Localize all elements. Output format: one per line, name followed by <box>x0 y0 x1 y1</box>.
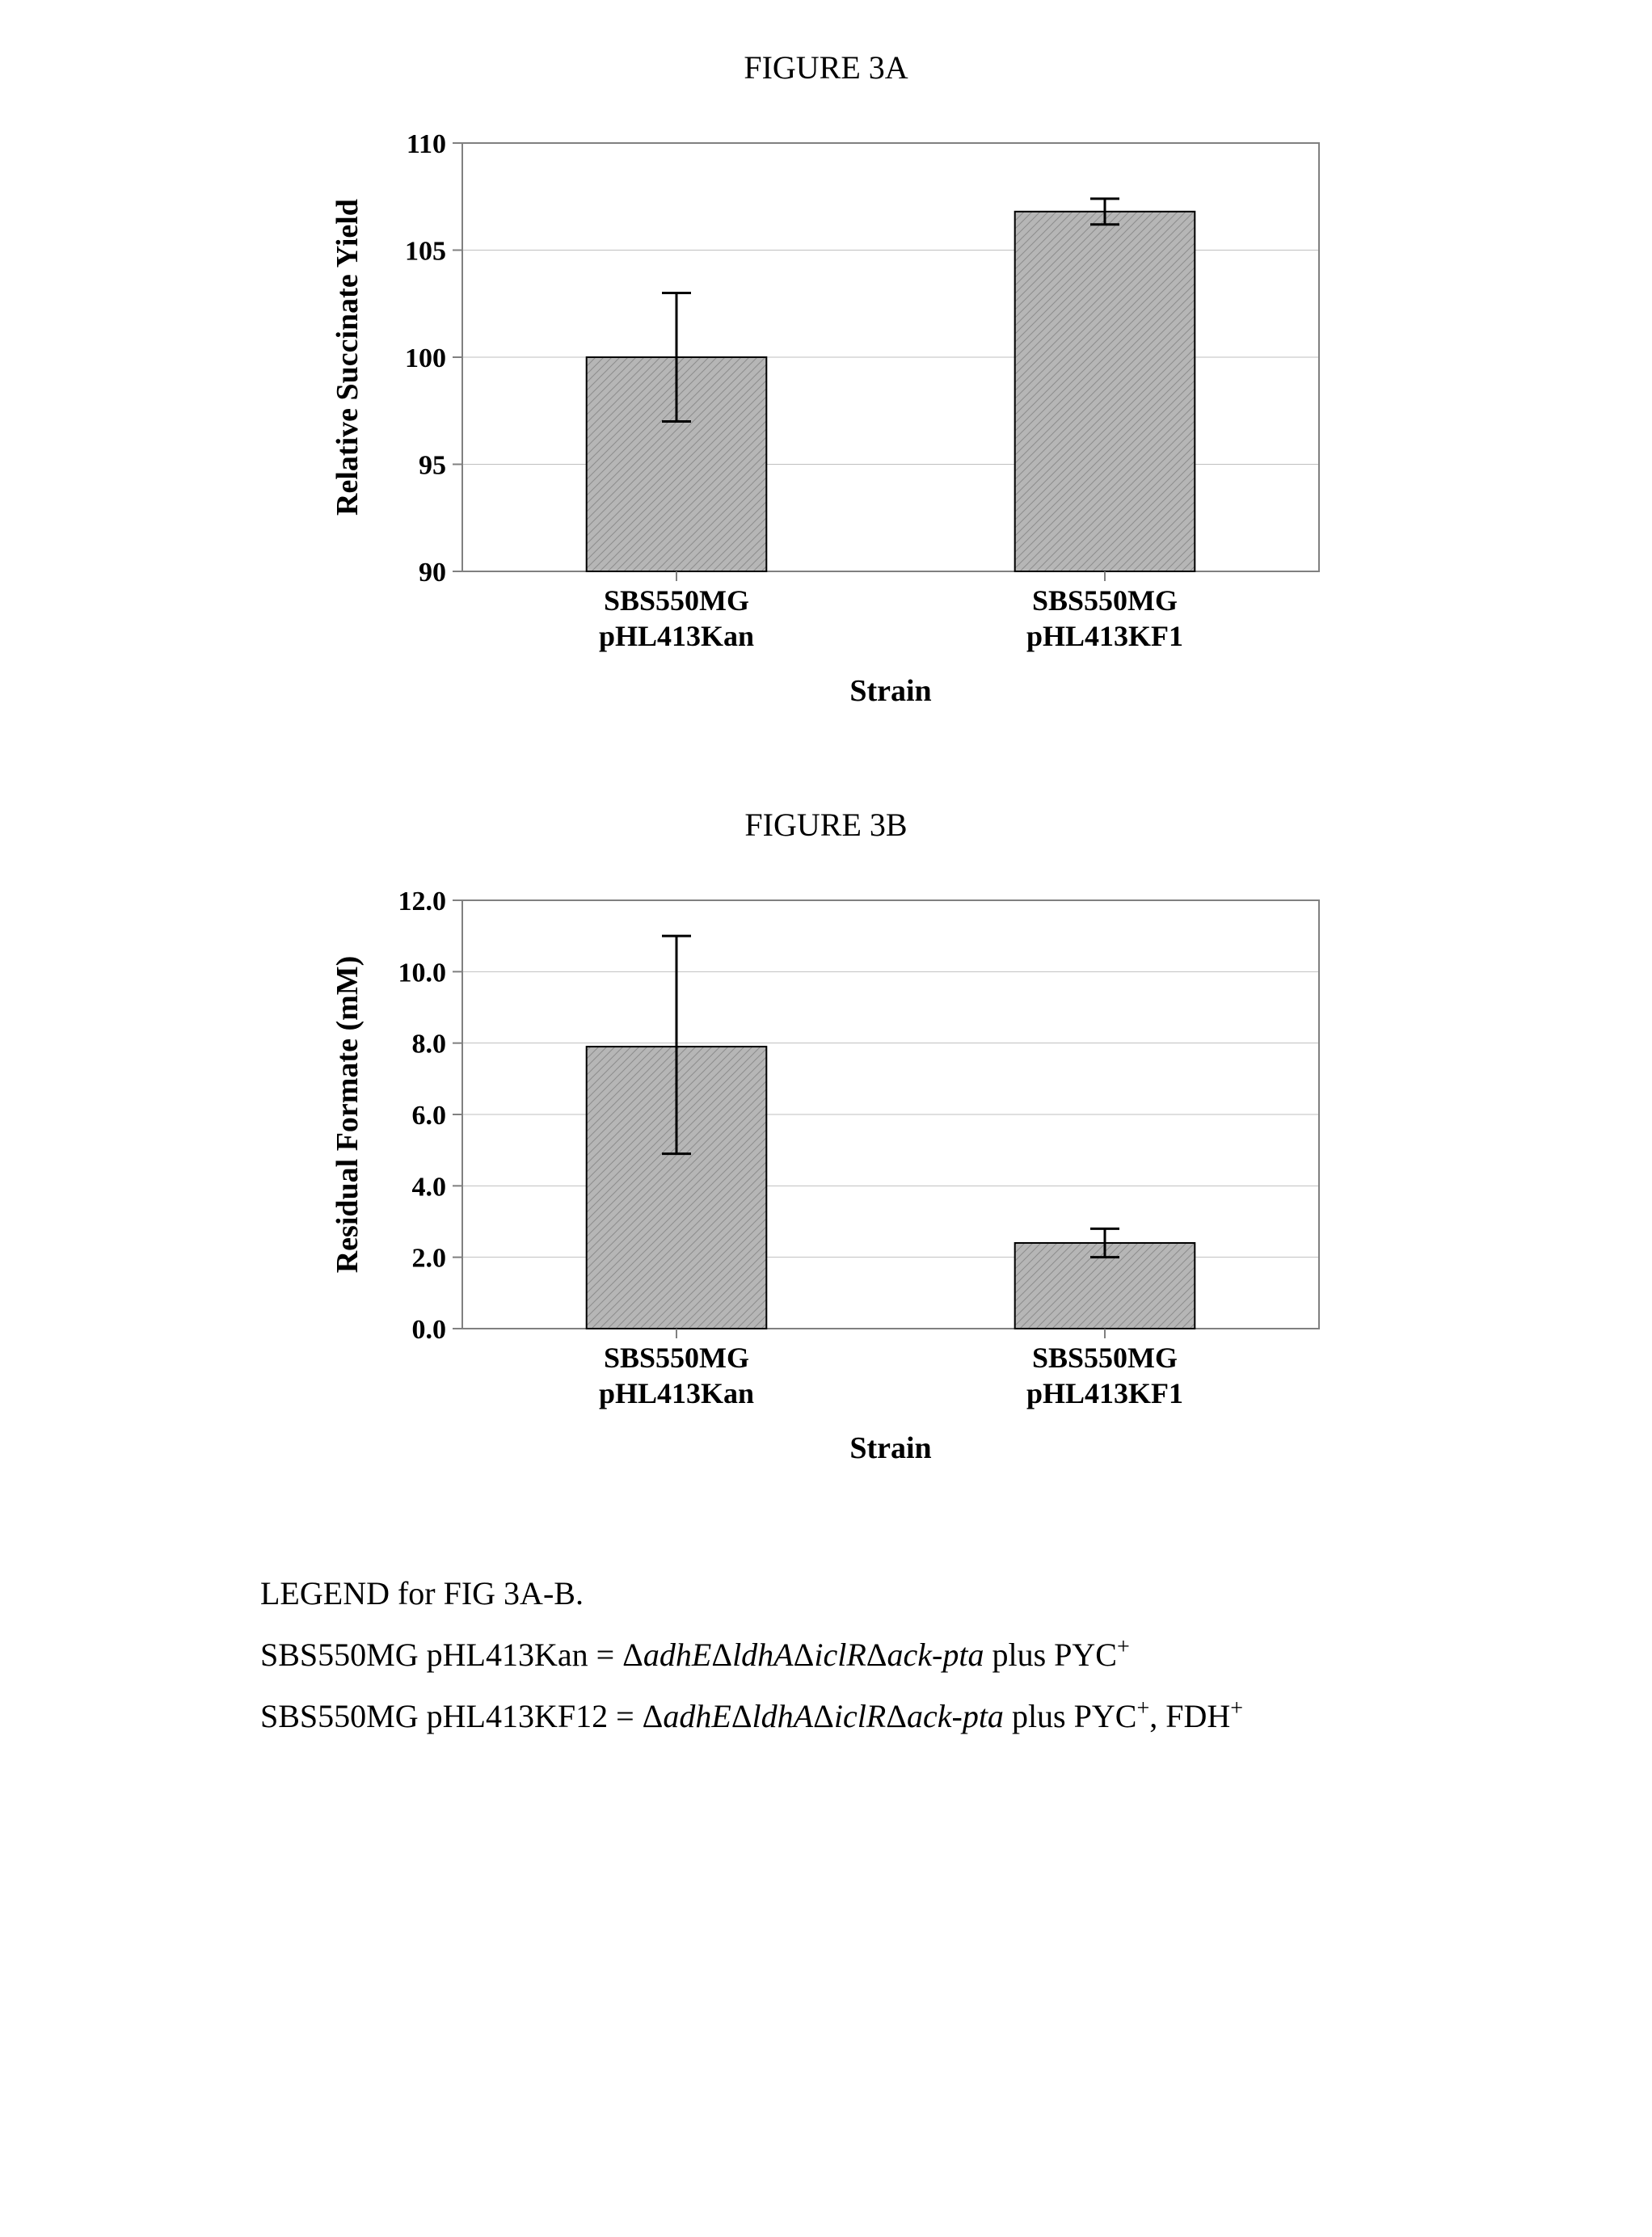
legend-row1-genes: ΔadhEΔldhAΔiclRΔack-pta <box>622 1637 984 1673</box>
svg-text:2.0: 2.0 <box>412 1244 447 1274</box>
svg-text:SBS550MG: SBS550MG <box>604 1342 749 1374</box>
svg-text:90: 90 <box>419 558 446 588</box>
legend-heading: LEGEND for FIG 3A-B. <box>260 1563 1392 1624</box>
chart-3b-svg: 0.02.04.06.08.010.012.0SBS550MGpHL413Kan… <box>301 876 1351 1490</box>
svg-text:6.0: 6.0 <box>412 1101 447 1131</box>
svg-text:8.0: 8.0 <box>412 1030 447 1060</box>
legend-row-2: SBS550MG pHL413KF12 = ΔadhEΔldhAΔiclRΔac… <box>260 1686 1392 1747</box>
svg-text:105: 105 <box>405 237 446 267</box>
figure-3a-title: FIGURE 3A <box>260 48 1392 86</box>
svg-text:100: 100 <box>405 343 446 373</box>
svg-text:Relative Succinate Yield: Relative Succinate Yield <box>331 199 365 516</box>
legend-row1-prefix: SBS550MG pHL413Kan = <box>260 1637 622 1673</box>
legend-row2-sup2: + <box>1230 1696 1243 1721</box>
svg-text:SBS550MG: SBS550MG <box>1032 584 1178 617</box>
svg-text:pHL413KF1: pHL413KF1 <box>1026 1377 1183 1409</box>
legend-row1-sup: + <box>1117 1635 1130 1660</box>
legend-row2-tail1: plus PYC <box>1004 1698 1137 1734</box>
svg-text:Residual Formate (mM): Residual Formate (mM) <box>331 956 365 1274</box>
svg-text:10.0: 10.0 <box>398 958 447 988</box>
svg-text:pHL413KF1: pHL413KF1 <box>1026 620 1183 652</box>
chart-3a-svg: 9095100105110SBS550MGpHL413KanSBS550MGpH… <box>301 119 1351 733</box>
figure-3b-chart: 0.02.04.06.08.010.012.0SBS550MGpHL413Kan… <box>260 876 1392 1490</box>
svg-text:0.0: 0.0 <box>412 1315 447 1345</box>
legend-row1-tail: plus PYC <box>984 1637 1117 1673</box>
svg-text:12.0: 12.0 <box>398 887 447 916</box>
figure-3a-chart: 9095100105110SBS550MGpHL413KanSBS550MGpH… <box>260 119 1392 733</box>
legend-row-1: SBS550MG pHL413Kan = ΔadhEΔldhAΔiclRΔack… <box>260 1624 1392 1686</box>
legend-row2-prefix: SBS550MG pHL413KF12 = <box>260 1698 643 1734</box>
figure-3b-title: FIGURE 3B <box>260 806 1392 844</box>
legend-row2-sup1: + <box>1136 1696 1149 1721</box>
svg-text:SBS550MG: SBS550MG <box>1032 1342 1178 1374</box>
svg-text:95: 95 <box>419 451 446 481</box>
svg-text:Strain: Strain <box>849 1431 931 1465</box>
legend-row2-tail2: , FDH <box>1149 1698 1230 1734</box>
svg-text:pHL413Kan: pHL413Kan <box>599 620 754 652</box>
legend-row2-genes: ΔadhEΔldhAΔiclRΔack-pta <box>643 1698 1004 1734</box>
figure-3b: FIGURE 3B 0.0 2.0 4.0 6.0 8.0 10.0 12.0 SBS550M… <box>260 806 1392 1490</box>
svg-text:4.0: 4.0 <box>412 1172 447 1202</box>
svg-text:Strain: Strain <box>849 674 931 708</box>
svg-text:pHL413Kan: pHL413Kan <box>599 1377 754 1409</box>
svg-text:110: 110 <box>407 129 446 159</box>
legend: LEGEND for FIG 3A-B. SBS550MG pHL413Kan … <box>260 1563 1392 1747</box>
figure-3a: FIGURE 3A 9095100105110SBS550MGpHL413Kan… <box>260 48 1392 733</box>
svg-text:SBS550MG: SBS550MG <box>604 584 749 617</box>
